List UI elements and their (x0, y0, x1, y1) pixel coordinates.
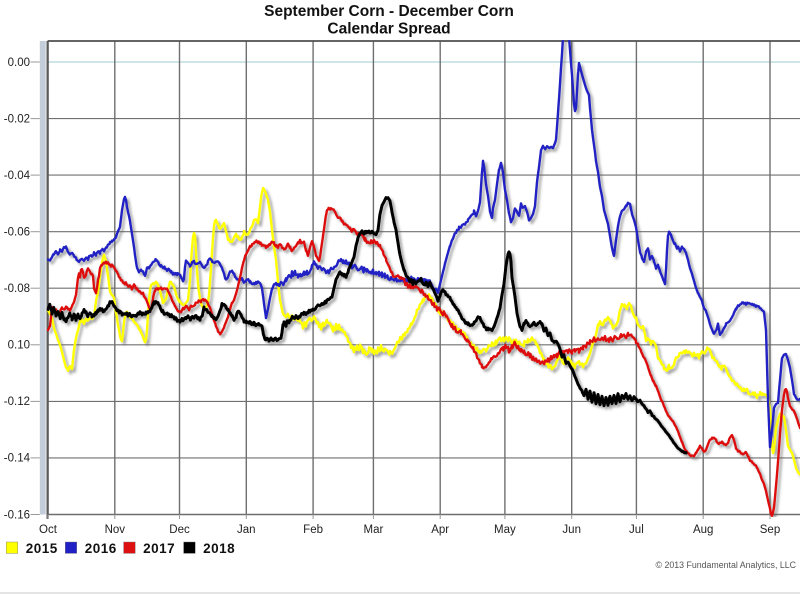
svg-text:Mar: Mar (363, 524, 383, 536)
svg-text:Sep: Sep (760, 524, 780, 536)
svg-text:-0.16: -0.16 (4, 509, 30, 521)
svg-text:0.00: 0.00 (8, 57, 30, 69)
svg-text:May: May (494, 524, 516, 536)
svg-text:-0.14: -0.14 (4, 453, 31, 465)
svg-text:Dec: Dec (169, 524, 190, 536)
svg-text:-0.12: -0.12 (4, 396, 30, 408)
svg-text:-0.04: -0.04 (4, 170, 31, 182)
svg-text:-0.06: -0.06 (4, 227, 30, 239)
svg-text:© 2013 Fundamental Analytics,: © 2013 Fundamental Analytics, LLC (656, 560, 797, 570)
svg-text:September Corn - December Corn: September Corn - December Corn (264, 3, 514, 20)
svg-text:Calendar Spread: Calendar Spread (327, 21, 450, 38)
svg-text:2017: 2017 (143, 541, 175, 556)
svg-text:Apr: Apr (431, 524, 449, 536)
svg-text:Feb: Feb (303, 524, 323, 536)
svg-text:Jan: Jan (237, 524, 256, 536)
svg-text:0.10: 0.10 (8, 340, 30, 352)
svg-text:2016: 2016 (85, 541, 117, 556)
svg-text:Nov: Nov (105, 524, 126, 536)
svg-text:2018: 2018 (203, 541, 235, 556)
svg-text:2015: 2015 (26, 541, 58, 556)
svg-text:Jun: Jun (562, 524, 581, 536)
svg-text:-0.02: -0.02 (4, 113, 30, 125)
svg-text:Oct: Oct (39, 524, 58, 536)
svg-text:-0.08: -0.08 (4, 283, 30, 295)
svg-text:Aug: Aug (693, 524, 713, 536)
svg-text:Jul: Jul (629, 524, 644, 536)
